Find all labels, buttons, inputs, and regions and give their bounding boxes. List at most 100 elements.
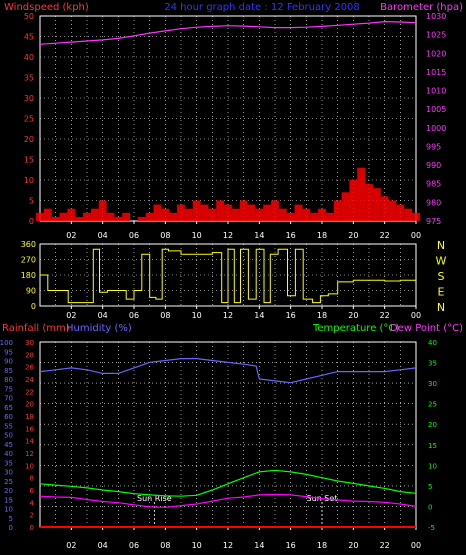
windspeed-bar — [341, 192, 350, 221]
x-tick-label: 22 — [380, 541, 390, 550]
windspeed-bar — [247, 204, 256, 221]
windspeed-bar — [177, 204, 185, 221]
chart-title: 24 hour graph date : 12 February 2008 — [164, 2, 360, 13]
barometer-axis-label: Barometer (hpa) — [380, 2, 463, 13]
barometer-tick-label: 980 — [426, 198, 441, 207]
barometer-tick-label: 1000 — [426, 124, 446, 133]
barometer-tick-label: 1015 — [426, 68, 446, 77]
direction-tick-label: 90 — [26, 287, 36, 296]
humidity-tick-label: 10 — [4, 506, 13, 514]
windspeed-bar — [145, 212, 154, 221]
compass-label: S — [438, 270, 445, 283]
humidity-tick-label: 100 — [0, 339, 13, 347]
x-tick-label: 10 — [192, 541, 202, 550]
dewpoint-axis-label: Dew Point (°C) — [390, 323, 463, 334]
windspeed-bar — [90, 208, 99, 221]
windspeed-bar — [106, 212, 115, 221]
x-tick-label: 18 — [317, 231, 327, 240]
rainfall-tick-label: 6 — [30, 487, 35, 495]
temperature-tick-label: 10 — [428, 462, 437, 470]
windspeed-bar — [333, 200, 342, 221]
rainfall-tick-label: 0 — [30, 524, 34, 532]
rainfall-tick-label: 4 — [30, 499, 35, 507]
windspeed-bar — [372, 188, 381, 221]
barometer-tick-label: 985 — [426, 180, 441, 189]
windspeed-bar — [380, 196, 389, 221]
windspeed-bar — [271, 200, 279, 221]
humidity-tick-label: 35 — [4, 459, 13, 467]
x-tick-label: 06 — [129, 541, 139, 550]
windspeed-bar — [169, 212, 178, 221]
rainfall-tick-label: 26 — [25, 364, 34, 372]
rainfall-tick-label: 10 — [25, 462, 34, 470]
windspeed-bar — [114, 216, 123, 221]
direction-tick-label: 0 — [31, 302, 36, 311]
temperature-tick-label: 35 — [428, 360, 437, 368]
windspeed-bar — [255, 208, 264, 221]
windspeed-bar — [51, 216, 60, 221]
windspeed-bar — [67, 208, 76, 221]
windspeed-bar — [239, 200, 248, 221]
temperature-tick-label: 5 — [428, 483, 432, 491]
temperature-tick-label: 25 — [428, 401, 437, 409]
compass-label: E — [438, 286, 445, 299]
humidity-tick-label: 50 — [4, 432, 13, 440]
x-tick-label: 00 — [411, 541, 421, 550]
barometer-tick-label: 995 — [426, 142, 441, 151]
windspeed-bar — [263, 204, 272, 221]
barometer-line — [39, 20, 417, 45]
windspeed-bar — [365, 184, 373, 221]
humidity-tick-label: 60 — [4, 413, 13, 421]
humidity-tick-label: 45 — [4, 441, 13, 449]
temperature-tick-label: 20 — [428, 421, 437, 429]
x-tick-label: 02 — [66, 311, 76, 320]
humidity-tick-label: 20 — [4, 487, 13, 495]
humidity-tick-label: 70 — [4, 395, 13, 403]
temperature-tick-label: 40 — [428, 339, 437, 347]
x-tick-label: 00 — [411, 311, 421, 320]
windspeed-bar — [310, 212, 319, 221]
barometer-tick-label: 1020 — [426, 49, 446, 58]
windspeed-tick-label: 10 — [24, 176, 34, 185]
windspeed-bar — [318, 208, 326, 221]
x-tick-label: 18 — [317, 541, 327, 550]
direction-tick-label: 180 — [21, 271, 36, 280]
windspeed-tick-label: 20 — [24, 135, 34, 144]
rainfall-tick-label: 30 — [25, 339, 34, 347]
windspeed-bar — [216, 200, 225, 221]
x-tick-label: 10 — [192, 231, 202, 240]
dewpoint-line — [39, 493, 417, 508]
rainfall-tick-label: 18 — [25, 413, 34, 421]
x-tick-label: 08 — [160, 231, 170, 240]
x-tick-label: 16 — [286, 541, 296, 550]
humidity-tick-label: 80 — [4, 376, 13, 384]
direction-tick-label: 270 — [21, 256, 36, 265]
rainfall-tick-label: 14 — [25, 438, 34, 446]
windspeed-bar — [43, 208, 52, 221]
rainfall-tick-label: 28 — [25, 351, 34, 359]
windspeed-bar — [231, 208, 240, 221]
windspeed-tick-label: 40 — [24, 53, 34, 62]
humidity-tick-label: 0 — [9, 524, 13, 532]
barometer-tick-label: 1010 — [426, 87, 446, 96]
windspeed-tick-label: 5 — [29, 197, 34, 206]
x-tick-label: 14 — [254, 311, 264, 320]
rainfall-tick-label: 16 — [25, 425, 34, 433]
x-tick-label: 16 — [286, 311, 296, 320]
humidity-line — [39, 358, 417, 384]
windspeed-tick-label: 25 — [24, 115, 34, 124]
x-tick-label: 14 — [254, 541, 264, 550]
humidity-tick-label: 40 — [4, 450, 13, 458]
windspeed-bar — [153, 204, 162, 221]
x-tick-label: 20 — [348, 231, 358, 240]
windspeed-tick-label: 45 — [24, 33, 34, 42]
windspeed-tick-label: 0 — [29, 217, 34, 226]
temperature-line — [39, 469, 417, 497]
barometer-tick-label: 990 — [426, 161, 441, 170]
windspeed-bar — [161, 208, 170, 221]
x-tick-label: 20 — [348, 541, 358, 550]
windspeed-bar — [98, 200, 107, 221]
temperature-tick-label: -5 — [428, 524, 435, 532]
temperature-axis-label: Temperature (°C) — [312, 323, 399, 334]
direction-tick-label: 360 — [21, 240, 36, 249]
